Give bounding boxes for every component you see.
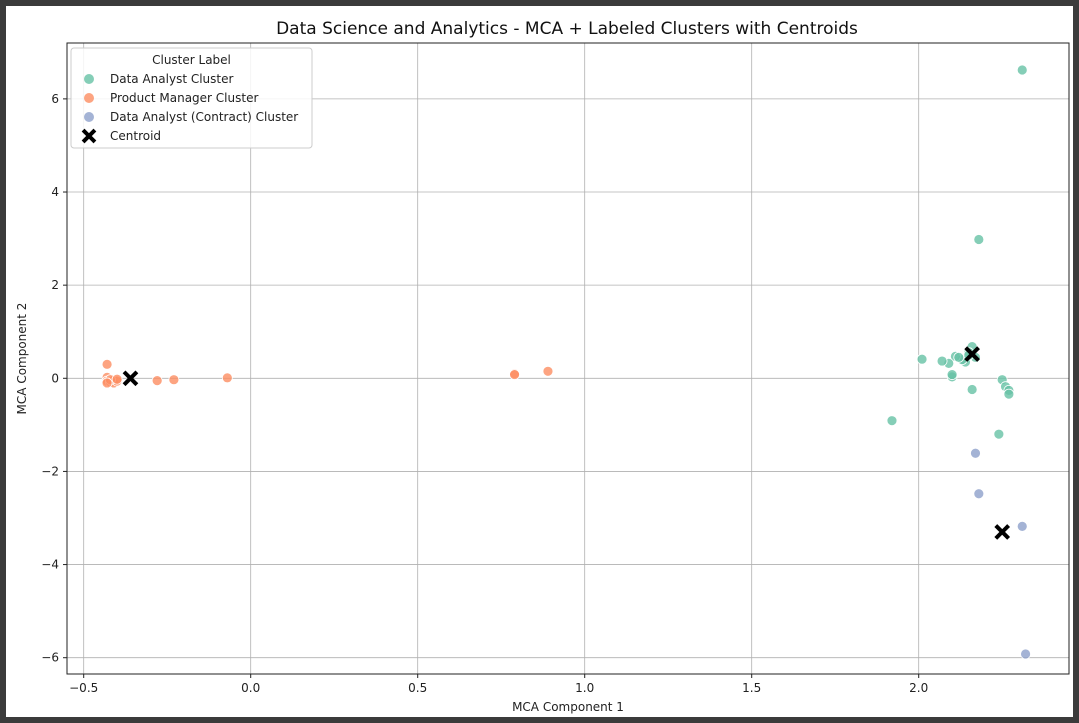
legend-entry: Data Analyst (Contract) Cluster [84,110,298,124]
data-point [101,358,113,370]
y-tick-label: −2 [41,464,59,478]
data-point [168,374,180,386]
legend-marker [84,93,94,103]
legend-title: Cluster Label [152,53,231,67]
legend-box [70,47,313,149]
data-point [1016,520,1028,532]
scatter-chart: Data Science and Analytics - MCA + Label… [15,19,1070,714]
centroid-marker [964,346,980,362]
x-tick-label: −0.5 [69,681,98,695]
legend-marker [84,74,94,84]
y-tick-label: −4 [41,558,59,572]
data-point [1003,388,1015,400]
series-centroid [122,346,1011,540]
chart-title: Data Science and Analytics - MCA + Label… [276,19,858,39]
y-tick-label: 2 [51,278,59,292]
data-point [936,355,948,367]
legend-entry: Data Analyst Cluster [84,72,234,86]
x-tick-label: 1.5 [742,681,761,695]
data-point [1016,64,1028,76]
data-point [916,353,928,365]
data-point [946,369,958,380]
data-point [966,384,978,395]
legend-label: Data Analyst (Contract) Cluster [110,110,298,124]
data-points [101,64,1031,660]
y-tick-label: 4 [51,185,59,199]
data-point [221,372,233,384]
data-point [151,375,163,387]
legend-entry: Product Manager Cluster [84,91,258,105]
series-data-analyst-contract-cluster [970,447,1031,660]
legend-label: Centroid [110,129,161,143]
data-point [111,373,123,385]
legend-entry: Centroid [81,128,161,144]
x-tick-label: 0.0 [241,681,260,695]
legend-marker [84,112,94,122]
y-tick-label: −6 [41,651,59,665]
data-point [970,447,981,459]
data-point [973,488,985,500]
y-axis-label: MCA Component 2 [15,303,29,415]
y-tick-label: 0 [51,371,59,385]
data-point [101,377,113,389]
x-axis-label: MCA Component 1 [512,700,624,714]
centroid-marker [122,370,139,387]
data-point [993,428,1005,440]
data-point [509,369,520,380]
series-data-analyst-cluster [886,64,1028,440]
plot-area-frame [66,42,1070,675]
series-product-manager-cluster [101,358,554,389]
axis-ticks: −0.5 0.0 0.5 1.0 1.5 2.0 −6 −4 −2 0 2 4 6 [41,92,928,695]
legend: Cluster Label Data Analyst Cluster Produc… [70,47,313,149]
data-point [1020,648,1031,660]
centroid-marker [994,524,1011,540]
x-tick-label: 0.5 [408,681,427,695]
x-tick-label: 1.0 [575,681,594,695]
data-point [973,234,985,245]
x-tick-label: 2.0 [909,681,928,695]
legend-centroid-marker [81,128,97,144]
legend-entries: Data Analyst Cluster Product Manager Clus… [81,72,298,144]
legend-label: Data Analyst Cluster [110,72,234,86]
y-tick-label: 6 [51,92,59,106]
data-point [542,365,554,377]
legend-label: Product Manager Cluster [110,91,258,105]
data-point [953,351,965,363]
data-point [886,415,898,427]
